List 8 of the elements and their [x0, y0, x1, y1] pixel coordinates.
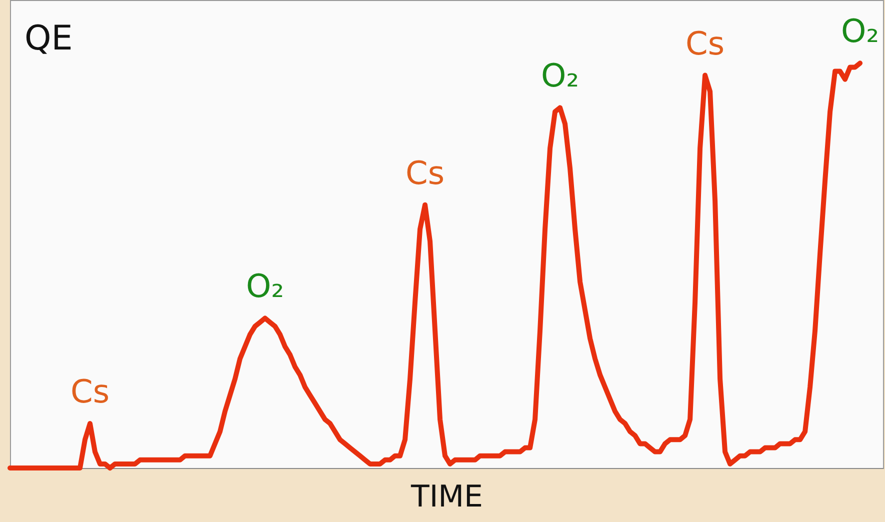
annotation: Cs: [686, 24, 725, 62]
x-axis-title: TIME: [410, 480, 484, 514]
annotation: O₂: [841, 12, 880, 50]
annotation: Cs: [70, 372, 110, 410]
annotation: O₂: [541, 56, 580, 95]
y-axis-title: QE: [24, 18, 73, 58]
annotation: O₂: [246, 267, 284, 306]
annotation: Cs: [406, 154, 445, 192]
